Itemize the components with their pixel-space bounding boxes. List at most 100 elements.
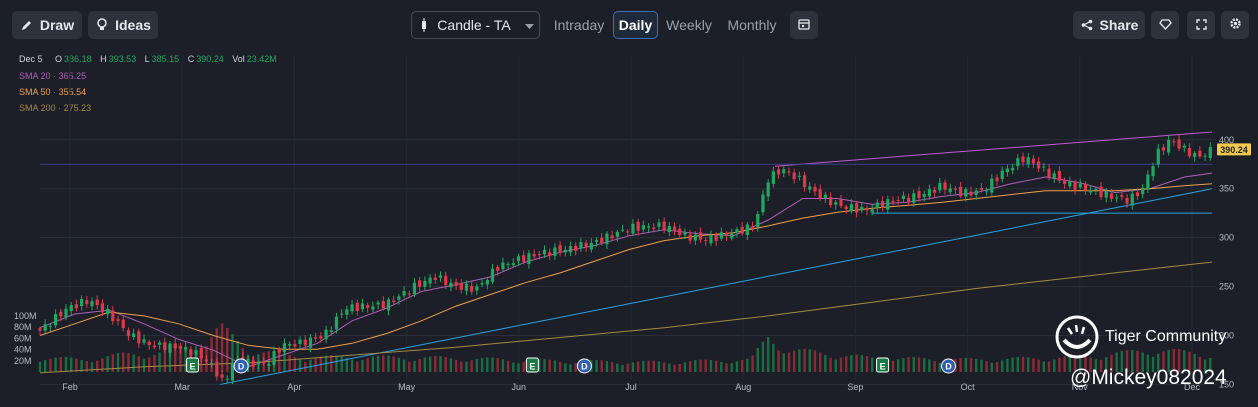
volume-bar [423, 357, 427, 372]
candle-body [69, 305, 73, 312]
draw-button[interactable]: Draw [12, 11, 82, 39]
candlestick-chart[interactable]: 150 200 250 300 350 400 Feb Mar Apr May Jun Jul Aug S… [0, 48, 1258, 407]
volume-bar [714, 360, 718, 372]
candle-body [329, 330, 333, 332]
candle-body [579, 242, 583, 249]
volume-bar [995, 362, 999, 372]
volume-bar [496, 358, 499, 372]
volume-tick-label: 60M [14, 333, 32, 343]
candle-body [163, 342, 167, 351]
last-price-label: 390.24 [1220, 145, 1248, 155]
volume-bar [574, 363, 577, 372]
candle-body [1063, 180, 1067, 184]
sma-line [39, 183, 1213, 350]
sma50-readout: SMA 50 · 355.54 [19, 87, 86, 97]
candle-body [594, 240, 599, 242]
volume-bar [293, 357, 297, 372]
candle-body [719, 232, 723, 239]
candle-body [501, 262, 505, 270]
ideas-button[interactable]: Ideas [88, 11, 158, 39]
volume-bar [907, 357, 910, 372]
chart-type-select[interactable]: Candle - TA [411, 11, 540, 39]
candle-body [1021, 156, 1025, 163]
volume-bar [486, 357, 489, 372]
volume-bar [298, 359, 302, 372]
candle-body [527, 253, 531, 264]
month-tick-label: Mar [174, 382, 190, 392]
candle-body [912, 193, 916, 203]
volume-bar [813, 350, 817, 372]
volume-bar [548, 359, 551, 372]
volume-bar [1115, 352, 1118, 372]
candle-body [470, 285, 474, 292]
volume-bar [402, 359, 406, 372]
fullscreen-button[interactable] [1187, 11, 1215, 39]
dividend-marker[interactable]: D [233, 358, 249, 374]
candle-body [355, 302, 359, 312]
dividend-marker[interactable]: D [576, 358, 592, 374]
volume-bar [600, 360, 603, 372]
settings-button[interactable] [1221, 11, 1249, 39]
candle-body [620, 229, 625, 231]
volume-bar [49, 358, 52, 372]
volume-bar [928, 359, 931, 372]
candle-body [204, 359, 209, 362]
watermark-brand: Tiger Community [1105, 328, 1227, 345]
volume-bar [808, 349, 811, 372]
candle-body [641, 225, 645, 230]
price-tick-label: 250 [1219, 282, 1234, 292]
candle-body [397, 296, 401, 300]
volume-bar [226, 328, 229, 372]
draw-label: Draw [39, 17, 75, 33]
dividend-marker[interactable]: D [940, 358, 956, 374]
calendar-button[interactable] [790, 11, 818, 39]
tab-weekly[interactable]: Weekly [666, 17, 712, 33]
tab-intraday[interactable]: Intraday [553, 17, 605, 33]
volume-bar [798, 349, 801, 372]
volume-bar [444, 356, 447, 372]
candle-body [974, 190, 978, 195]
candle-body [667, 225, 671, 232]
volume-bar [111, 354, 115, 372]
volume-bar [1027, 357, 1030, 372]
volume-bar [371, 356, 375, 372]
tab-daily[interactable]: Daily [613, 11, 658, 39]
volume-bar [709, 359, 713, 372]
candle-body [813, 186, 817, 192]
candle-body [449, 282, 453, 288]
candle-body [849, 204, 853, 212]
candle-body [444, 275, 448, 285]
candle-body [126, 330, 131, 337]
earnings-marker[interactable]: E [876, 357, 890, 373]
volume-bar [959, 358, 962, 372]
tab-monthly[interactable]: Monthly [727, 17, 777, 33]
volume-bar [59, 356, 63, 372]
candle-body [251, 360, 255, 367]
candle-body [303, 339, 307, 346]
volume-bar [678, 363, 681, 372]
volume-bar [1032, 358, 1035, 372]
candle-body [116, 319, 120, 321]
candle-body [1120, 195, 1124, 197]
candle-body [189, 349, 193, 356]
candle-body [1099, 186, 1103, 198]
candle-body [1042, 166, 1046, 168]
candle-body [896, 199, 900, 201]
tiger-logo-icon [1054, 314, 1100, 365]
sma20-label: SMA 20 [19, 71, 51, 81]
volume-bar [101, 358, 104, 372]
candle-body [1078, 183, 1082, 188]
earnings-marker[interactable]: E [186, 357, 200, 373]
earnings-marker[interactable]: E [525, 357, 539, 373]
toolbar: Draw Ideas Candle - TA Intraday Daily We… [0, 0, 1258, 48]
share-button[interactable]: Share [1073, 11, 1145, 39]
candle-body [1057, 171, 1062, 181]
candle-body [454, 281, 458, 286]
volume-bar [356, 361, 359, 372]
candle-body [938, 182, 942, 191]
volume-bar [1120, 350, 1124, 372]
candle-body [844, 206, 848, 210]
volume-bar [917, 357, 921, 372]
premium-button[interactable] [1151, 11, 1179, 39]
volume-bar [408, 361, 411, 372]
